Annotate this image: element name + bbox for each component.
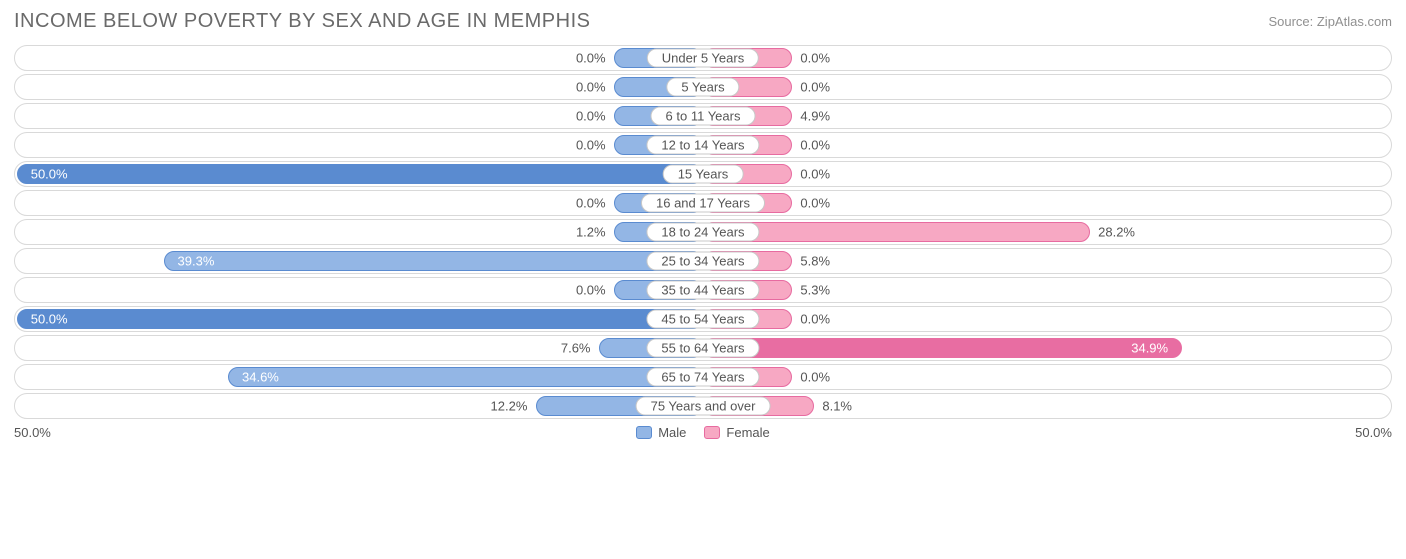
female-value: 34.9% bbox=[1131, 341, 1168, 356]
legend-male-label: Male bbox=[658, 425, 686, 440]
female-value: 5.3% bbox=[800, 283, 830, 298]
category-label: 45 to 54 Years bbox=[646, 310, 759, 329]
category-label: 16 and 17 Years bbox=[641, 194, 765, 213]
category-label: 55 to 64 Years bbox=[646, 339, 759, 358]
chart-title: INCOME BELOW POVERTY BY SEX AND AGE IN M… bbox=[14, 10, 590, 33]
female-value: 8.1% bbox=[822, 399, 852, 414]
category-label: 65 to 74 Years bbox=[646, 368, 759, 387]
category-label: 6 to 11 Years bbox=[651, 107, 756, 126]
table-row: 45 to 54 Years 50.0% 0.0% bbox=[14, 306, 1392, 332]
chart-footer: 50.0% Male Female 50.0% bbox=[14, 425, 1392, 440]
chart-source: Source: ZipAtlas.com bbox=[1268, 14, 1392, 29]
male-value: 50.0% bbox=[31, 312, 68, 327]
male-bar bbox=[17, 164, 703, 184]
table-row: 55 to 64 Years 7.6% 34.9% bbox=[14, 335, 1392, 361]
female-value: 0.0% bbox=[800, 312, 830, 327]
category-label: 25 to 34 Years bbox=[646, 252, 759, 271]
male-value: 39.3% bbox=[178, 254, 215, 269]
male-value: 0.0% bbox=[576, 80, 606, 95]
male-bar bbox=[164, 251, 703, 271]
legend: Male Female bbox=[636, 425, 770, 440]
female-value: 0.0% bbox=[800, 370, 830, 385]
category-label: 18 to 24 Years bbox=[646, 223, 759, 242]
category-label: 35 to 44 Years bbox=[646, 281, 759, 300]
legend-item-male: Male bbox=[636, 425, 686, 440]
category-label: 12 to 14 Years bbox=[646, 136, 759, 155]
category-label: 5 Years bbox=[666, 78, 739, 97]
chart-rows: Under 5 Years0.0%0.0%5 Years0.0%0.0%6 to… bbox=[14, 45, 1392, 419]
female-value: 0.0% bbox=[800, 51, 830, 66]
female-value: 0.0% bbox=[800, 196, 830, 211]
male-value: 0.0% bbox=[576, 196, 606, 211]
table-row: 75 Years and over 12.2% 8.1% bbox=[14, 393, 1392, 419]
table-row: 25 to 34 Years 39.3% 5.8% bbox=[14, 248, 1392, 274]
table-row: 16 and 17 Years 0.0% 0.0% bbox=[14, 190, 1392, 216]
male-value: 0.0% bbox=[576, 283, 606, 298]
table-row: Under 5 Years 0.0% 0.0% bbox=[14, 45, 1392, 71]
female-swatch-icon bbox=[704, 426, 720, 439]
male-value: 12.2% bbox=[491, 399, 528, 414]
male-value: 0.0% bbox=[576, 51, 606, 66]
category-label: 75 Years and over bbox=[636, 397, 771, 416]
legend-item-female: Female bbox=[704, 425, 769, 440]
male-value: 0.0% bbox=[576, 138, 606, 153]
male-value: 34.6% bbox=[242, 370, 279, 385]
legend-female-label: Female bbox=[726, 425, 769, 440]
table-row: 18 to 24 Years 1.2% 28.2% bbox=[14, 219, 1392, 245]
table-row: 6 to 11 Years 0.0% 4.9% bbox=[14, 103, 1392, 129]
male-bar bbox=[17, 309, 703, 329]
table-row: 5 Years 0.0% 0.0% bbox=[14, 74, 1392, 100]
male-value: 1.2% bbox=[576, 225, 606, 240]
female-bar bbox=[703, 222, 1090, 242]
female-bar bbox=[703, 338, 1182, 358]
female-value: 0.0% bbox=[800, 138, 830, 153]
chart-header: INCOME BELOW POVERTY BY SEX AND AGE IN M… bbox=[14, 10, 1392, 33]
table-row: 65 to 74 Years 34.6% 0.0% bbox=[14, 364, 1392, 390]
female-value: 5.8% bbox=[800, 254, 830, 269]
table-row: 15 Years 50.0% 0.0% bbox=[14, 161, 1392, 187]
male-value: 0.0% bbox=[576, 109, 606, 124]
female-value: 0.0% bbox=[800, 80, 830, 95]
female-value: 28.2% bbox=[1098, 225, 1135, 240]
table-row: 12 to 14 Years 0.0% 0.0% bbox=[14, 132, 1392, 158]
male-swatch-icon bbox=[636, 426, 652, 439]
male-bar bbox=[228, 367, 703, 387]
male-value: 7.6% bbox=[561, 341, 591, 356]
category-label: Under 5 Years bbox=[647, 49, 759, 68]
female-value: 0.0% bbox=[800, 167, 830, 182]
table-row: 35 to 44 Years 0.0% 5.3% bbox=[14, 277, 1392, 303]
axis-right-label: 50.0% bbox=[1355, 425, 1392, 440]
female-value: 4.9% bbox=[800, 109, 830, 124]
male-value: 50.0% bbox=[31, 167, 68, 182]
axis-left-label: 50.0% bbox=[14, 425, 51, 440]
poverty-chart: INCOME BELOW POVERTY BY SEX AND AGE IN M… bbox=[0, 0, 1406, 448]
category-label: 15 Years bbox=[663, 165, 744, 184]
